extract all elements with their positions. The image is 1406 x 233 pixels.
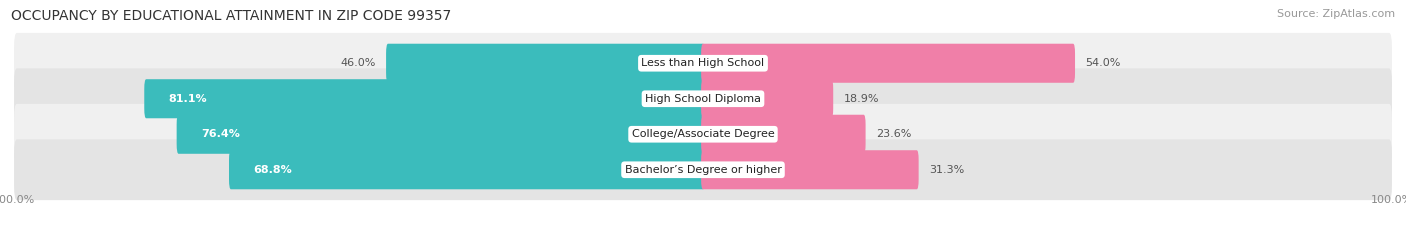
Text: Less than High School: Less than High School [641,58,765,68]
Text: Source: ZipAtlas.com: Source: ZipAtlas.com [1277,9,1395,19]
FancyBboxPatch shape [702,150,918,189]
Text: OCCUPANCY BY EDUCATIONAL ATTAINMENT IN ZIP CODE 99357: OCCUPANCY BY EDUCATIONAL ATTAINMENT IN Z… [11,9,451,23]
Text: Bachelor’s Degree or higher: Bachelor’s Degree or higher [624,165,782,175]
FancyBboxPatch shape [14,33,1392,94]
Text: 81.1%: 81.1% [169,94,207,104]
Text: 46.0%: 46.0% [340,58,375,68]
Text: 23.6%: 23.6% [876,129,911,139]
FancyBboxPatch shape [702,115,866,154]
FancyBboxPatch shape [14,104,1392,164]
Text: College/Associate Degree: College/Associate Degree [631,129,775,139]
FancyBboxPatch shape [177,115,704,154]
FancyBboxPatch shape [145,79,704,118]
Text: High School Diploma: High School Diploma [645,94,761,104]
FancyBboxPatch shape [387,44,704,83]
Text: 76.4%: 76.4% [201,129,239,139]
Text: 54.0%: 54.0% [1085,58,1121,68]
FancyBboxPatch shape [14,69,1392,129]
Text: 68.8%: 68.8% [253,165,292,175]
FancyBboxPatch shape [14,139,1392,200]
FancyBboxPatch shape [702,79,834,118]
FancyBboxPatch shape [229,150,704,189]
FancyBboxPatch shape [702,44,1076,83]
Text: 18.9%: 18.9% [844,94,879,104]
Text: 31.3%: 31.3% [929,165,965,175]
